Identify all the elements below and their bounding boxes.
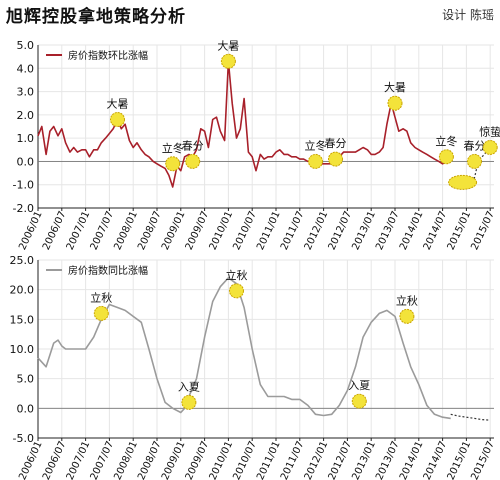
c1-x-tick-label: 2015/07 (469, 210, 497, 250)
c1-annotation-label: 立冬 (305, 138, 327, 152)
c1-x-tick-label: 2010/07 (231, 210, 259, 250)
c1-annotation-label: 大暑 (384, 80, 406, 94)
c1-x-tick-label: 2014/07 (422, 210, 450, 250)
c1-legend-label: 房价指数环比涨幅 (68, 49, 148, 62)
c1-x-tick-label: 2009/07 (184, 210, 212, 250)
c2-x-tick-label: 2011/01 (255, 440, 283, 480)
c2-projection-line (450, 413, 491, 421)
mom-chart: 5.0 4.0 3.0 2.0 1.0 0.0 -1.0 -2.02006/012006/07… (13, 38, 500, 250)
c2-annotation-marker (181, 394, 197, 410)
c1-x-tick-label: 2006/07 (41, 210, 69, 250)
c1-annotation-marker (109, 112, 125, 128)
c1-series-line (37, 60, 452, 188)
c2-annotation-label: 立秋 (225, 268, 247, 282)
c1-x-tick-label: 2013/01 (350, 210, 378, 250)
c2-x-tick-label: 2013/07 (374, 440, 402, 480)
c1-y-tick-label: 0.0 (17, 155, 35, 168)
c1-y-tick-label: 2.0 (17, 109, 35, 122)
c2-annotation-marker (93, 305, 109, 321)
c2-x-tick-label: 2006/01 (17, 440, 45, 480)
c2-annotation-label: 立秋 (396, 293, 418, 307)
c1-y-tick-label: 5.0 (17, 39, 35, 52)
c1-x-tick-label: 2015/01 (446, 210, 474, 250)
c1-x-tick-label: 2013/07 (374, 210, 402, 250)
c1-x-tick-label: 2008/01 (112, 210, 140, 250)
c1-annotation-label: 春分 (463, 139, 485, 152)
c1-x-tick-label: 2011/07 (279, 210, 307, 250)
c2-x-tick-label: 2006/07 (41, 440, 69, 480)
c2-legend-label: 房价指数同比涨幅 (68, 264, 148, 277)
c1-y-tick-label: 1.0 (17, 132, 35, 145)
c1-annotation-label: 大暑 (106, 97, 128, 111)
designer-credit: 设计 陈瑶 (442, 8, 494, 22)
c2-x-tick-label: 2012/01 (303, 440, 331, 480)
c2-annotation-marker (351, 393, 367, 409)
c2-y-tick-label: 0.0 (17, 402, 35, 415)
c1-annotation-marker (220, 53, 236, 69)
yoy-chart: 25.0 20.0 15.0 10.0 5.0 0.0 -5.02006/012006/07… (10, 254, 497, 480)
c1-annotation-marker (438, 149, 454, 165)
c1-annotation-label: 春分 (182, 139, 204, 152)
c2-x-tick-label: 2009/01 (160, 440, 188, 480)
c1-annotation-marker (327, 151, 343, 167)
c1-annotation-label: 立冬 (435, 134, 457, 148)
c2-x-tick-label: 2014/01 (398, 440, 426, 480)
c1-annotation-label: 立冬 (162, 141, 184, 155)
c2-y-tick-label: 5.0 (17, 373, 35, 386)
c1-x-tick-label: 2012/07 (327, 210, 355, 250)
c1-annotation-marker (165, 156, 181, 172)
c2-y-tick-label: 15.0 (10, 313, 35, 326)
c2-x-tick-label: 2013/01 (350, 440, 378, 480)
c1-annotation-marker (387, 95, 403, 111)
c1-x-tick-label: 2008/07 (136, 210, 164, 250)
c2-annotation-marker (228, 283, 244, 299)
c1-grid (37, 44, 494, 209)
c2-x-tick-label: 2007/01 (65, 440, 93, 480)
c1-x-tick-label: 2009/01 (160, 210, 188, 250)
c1-annotation-marker (482, 139, 498, 155)
c2-x-tick-label: 2015/01 (446, 440, 474, 480)
c2-x-tick-label: 2010/01 (208, 440, 236, 480)
c1-y-tick-label: 3.0 (17, 86, 35, 99)
c2-x-tick-label: 2008/01 (112, 440, 140, 480)
c2-grid (37, 259, 494, 439)
c2-annotation-marker (399, 308, 415, 324)
c1-x-tick-label: 2011/01 (255, 210, 283, 250)
c2-x-tick-label: 2007/07 (89, 440, 117, 480)
c2-x-tick-label: 2011/07 (279, 440, 307, 480)
c2-annotation-label: 入夏 (348, 379, 370, 392)
c2-x-tick-label: 2012/07 (327, 440, 355, 480)
c1-y-tick-label: -1.0 (13, 179, 34, 192)
c1-x-tick-label: 2014/01 (398, 210, 426, 250)
c1-x-tick-label: 2007/07 (89, 210, 117, 250)
c1-annotation-marker (466, 153, 482, 169)
c1-y-tick-label: -2.0 (13, 202, 34, 215)
c2-x-tick-label: 2014/07 (422, 440, 450, 480)
c1-annotation-marker (448, 174, 478, 190)
c1-x-tick-label: 2007/01 (65, 210, 93, 250)
c2-annotation-label: 入夏 (178, 380, 200, 393)
c2-x-tick-label: 2008/07 (136, 440, 164, 480)
c1-annotation-label: 惊蛰 (479, 124, 500, 138)
c2-y-tick-label: 20.0 (10, 284, 35, 297)
c1-annotation-label: 春分 (324, 137, 346, 150)
c2-x-tick-label: 2010/07 (231, 440, 259, 480)
c1-y-tick-label: 4.0 (17, 62, 35, 75)
c1-annotation-marker (308, 153, 324, 169)
c1-annotation-marker (185, 153, 201, 169)
c1-x-tick-label: 2006/01 (17, 210, 45, 250)
c2-y-tick-label: -5.0 (13, 432, 34, 445)
c2-series-line (37, 276, 451, 420)
c2-y-tick-label: 25.0 (10, 254, 35, 267)
c1-annotation-label: 大暑 (217, 38, 239, 52)
c2-y-tick-label: 10.0 (10, 343, 35, 356)
c1-x-tick-label: 2012/01 (303, 210, 331, 250)
c2-annotation-label: 立秋 (90, 290, 112, 304)
c2-x-tick-label: 2009/07 (184, 440, 212, 480)
page-title: 旭辉控股拿地策略分析 (6, 7, 186, 27)
c1-x-tick-label: 2010/01 (208, 210, 236, 250)
c2-x-tick-label: 2015/07 (469, 440, 497, 480)
